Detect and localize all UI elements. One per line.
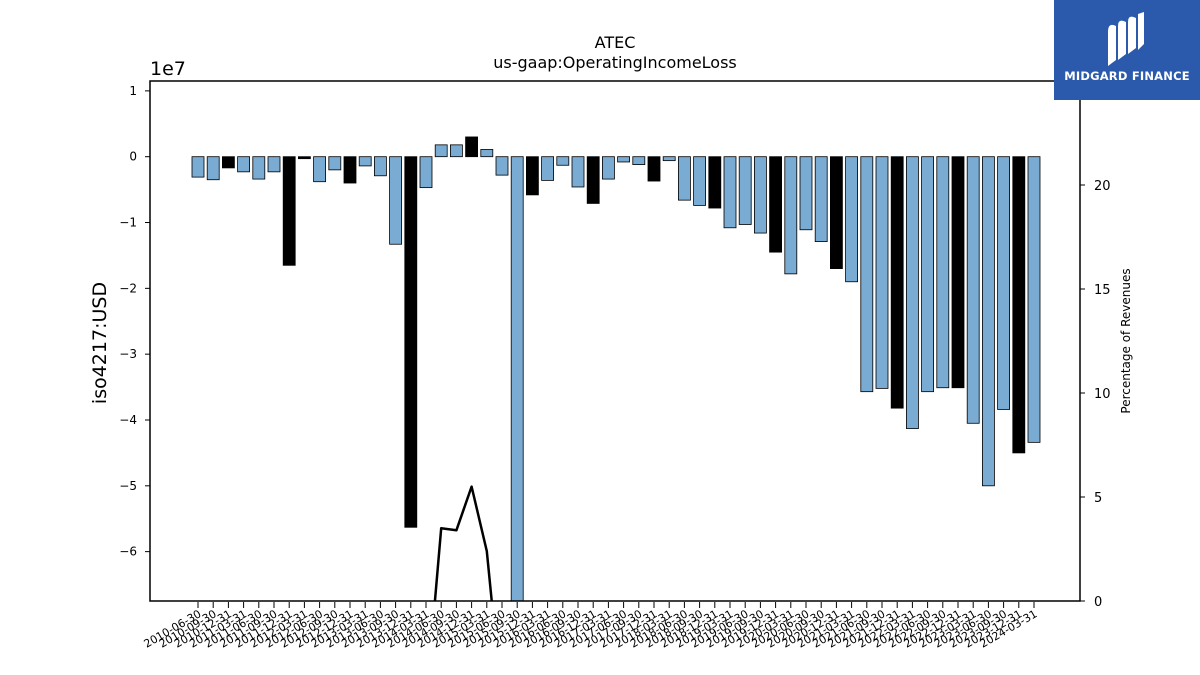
bar	[860, 156, 874, 393]
bar	[267, 156, 281, 173]
bar	[389, 156, 403, 245]
bar	[237, 156, 251, 173]
bar	[708, 156, 722, 209]
bar	[404, 156, 418, 528]
bar	[754, 156, 767, 234]
y-tick-label: 1	[129, 84, 137, 98]
percentage-line-layer	[433, 485, 493, 601]
bar	[830, 156, 843, 269]
bar	[602, 156, 615, 180]
bar	[951, 156, 965, 389]
y2-tick-label: 15	[1094, 283, 1111, 298]
y2-tick-label: 20	[1094, 179, 1111, 194]
bar	[632, 156, 646, 165]
brand-name: MIDGARD FINANCE	[1064, 69, 1190, 83]
bar	[845, 156, 858, 283]
plot-frame	[149, 80, 1081, 602]
bar	[936, 156, 950, 389]
bar	[921, 156, 934, 393]
y-axis-label: iso4217:USD	[89, 282, 111, 404]
bars-layer	[191, 136, 1041, 601]
bar	[358, 156, 372, 167]
chart-subtitle: us-gaap:OperatingIncomeLoss	[493, 53, 737, 72]
chart-title: ATEC	[595, 33, 636, 52]
bar	[966, 156, 980, 424]
y-tick-label: 0	[129, 150, 137, 164]
bar	[769, 156, 782, 253]
bar	[738, 156, 752, 225]
bar	[373, 156, 387, 177]
bar	[586, 156, 600, 204]
bar	[465, 136, 479, 158]
y-tick-label: −4	[119, 413, 137, 427]
bar	[647, 156, 661, 182]
bar	[313, 156, 327, 183]
bar	[495, 156, 509, 176]
bar	[814, 156, 828, 243]
y-tick-label: −6	[119, 545, 137, 559]
y2-tick-label: 5	[1094, 491, 1102, 506]
bar	[191, 156, 205, 178]
bar	[678, 156, 691, 201]
bar	[541, 156, 554, 181]
brand-logo: MIDGARD FINANCE	[1054, 0, 1200, 100]
bar	[556, 156, 570, 166]
bar	[571, 156, 585, 188]
bar	[1012, 156, 1026, 454]
bar	[206, 156, 220, 181]
y-tick-label: −1	[119, 216, 137, 230]
bar	[799, 156, 813, 231]
midgard-logo-icon	[1108, 12, 1144, 66]
bar	[662, 156, 676, 162]
bar	[449, 144, 463, 158]
bar	[221, 156, 235, 169]
bar	[282, 156, 296, 266]
percentage-line	[433, 485, 493, 601]
bar	[510, 156, 524, 601]
bar	[480, 149, 494, 158]
y-tick-label: −2	[119, 281, 137, 295]
bar	[526, 156, 539, 196]
bar	[434, 144, 448, 158]
bar	[419, 156, 433, 189]
bar	[252, 156, 266, 180]
bar	[1027, 156, 1041, 443]
bar	[982, 156, 995, 487]
bar	[997, 156, 1010, 410]
y-offset-label: 1e7	[150, 58, 186, 80]
y2-axis-label: Percentage of Revenues	[1119, 268, 1133, 413]
bar	[906, 156, 919, 429]
bar	[784, 156, 798, 275]
y-tick-label: −3	[119, 347, 137, 361]
bar	[343, 156, 357, 184]
bar	[723, 156, 737, 229]
bar	[328, 156, 342, 171]
bar	[693, 156, 706, 206]
y-tick-label: −5	[119, 479, 137, 493]
y2-tick-label: 10	[1094, 387, 1111, 402]
bar	[875, 156, 889, 389]
bar	[617, 156, 630, 163]
bar	[890, 156, 904, 409]
y2-tick-label: 0	[1094, 595, 1102, 610]
bar	[297, 156, 311, 160]
